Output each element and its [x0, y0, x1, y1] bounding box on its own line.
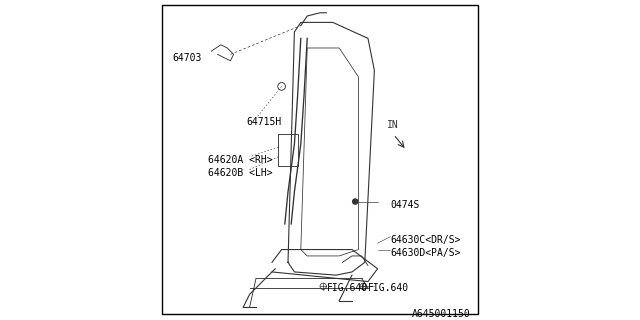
- Circle shape: [353, 199, 358, 204]
- Text: 64620B <LH>: 64620B <LH>: [208, 168, 273, 178]
- Text: 0474S: 0474S: [390, 200, 420, 210]
- Text: 64630D<PA/S>: 64630D<PA/S>: [390, 248, 461, 258]
- Bar: [278, 134, 298, 166]
- Text: 64630C<DR/S>: 64630C<DR/S>: [390, 235, 461, 245]
- Text: A645001150: A645001150: [412, 308, 470, 318]
- Text: 64715H: 64715H: [246, 116, 282, 127]
- Text: 64620A <RH>: 64620A <RH>: [208, 155, 273, 165]
- Text: IN: IN: [387, 120, 399, 130]
- Text: FIG.640: FIG.640: [368, 283, 409, 293]
- Text: 64703: 64703: [172, 52, 202, 63]
- Text: FIG.640: FIG.640: [326, 283, 367, 293]
